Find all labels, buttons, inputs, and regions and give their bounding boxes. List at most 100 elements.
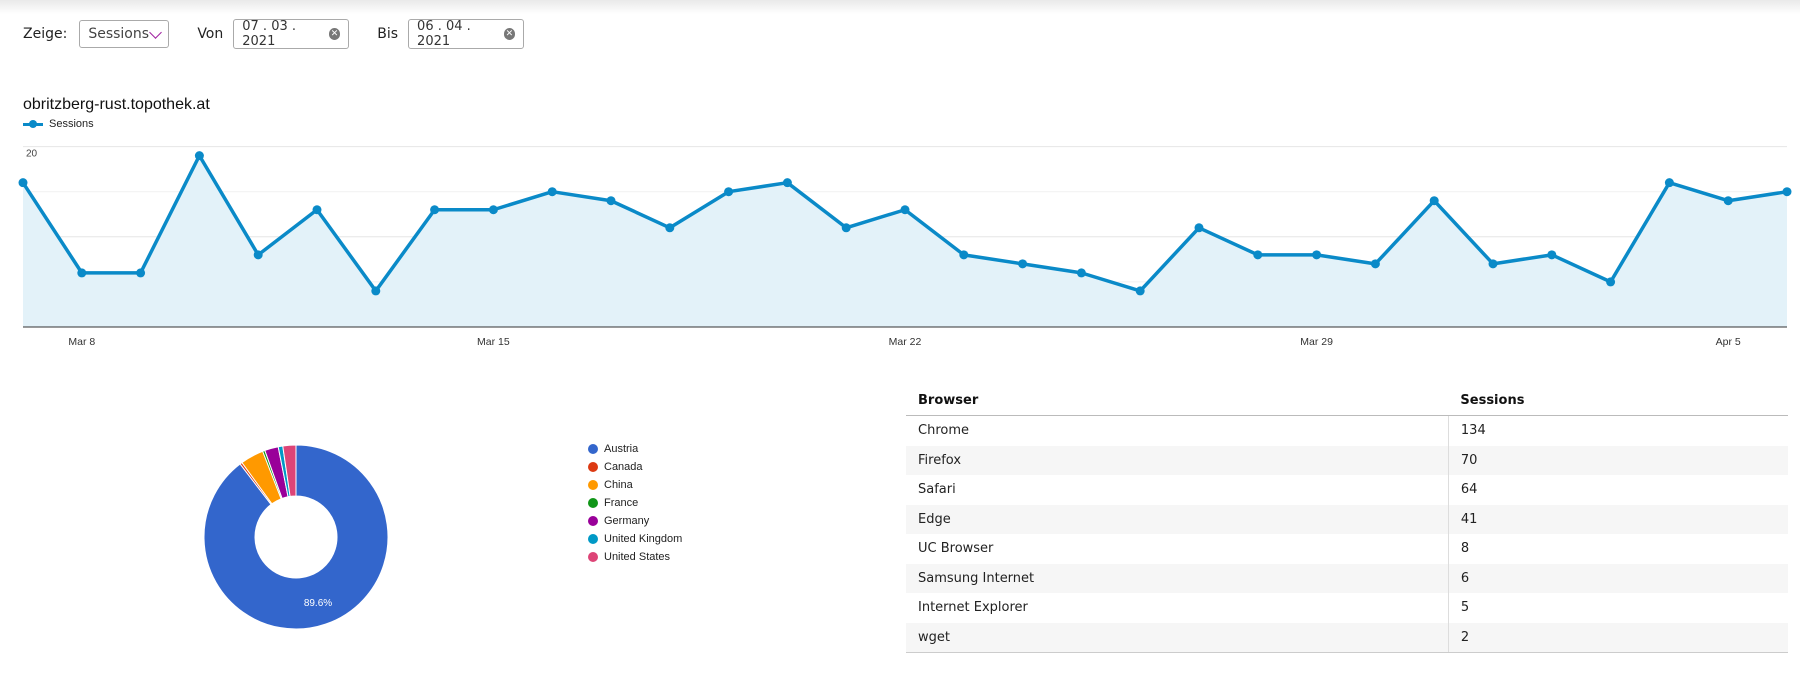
data-point: [371, 286, 381, 296]
pie-slice-label: 89.6%: [304, 598, 332, 609]
data-point: [136, 268, 146, 278]
data-point: [1135, 286, 1145, 296]
data-point: [253, 250, 263, 260]
table-header-row: Browser Sessions: [906, 385, 1788, 416]
legend-dot: [588, 462, 598, 472]
clear-from-date-icon[interactable]: ✕: [328, 28, 341, 40]
clear-to-date-icon[interactable]: ✕: [503, 28, 516, 40]
data-point: [1782, 187, 1792, 197]
filter-bar: Zeige: Sessions Von 07 . 03 . 2021 ✕ Bis…: [23, 19, 525, 49]
data-point: [1076, 268, 1086, 278]
sessions-cell: 134: [1460, 423, 1486, 439]
sessions-area: [23, 155, 1787, 327]
to-date-input[interactable]: 06 . 04 . 2021 ✕: [408, 19, 525, 49]
x-tick-label: Mar 22: [889, 336, 922, 348]
table-row: Edge 41: [906, 504, 1788, 534]
legend-item[interactable]: China: [588, 476, 682, 494]
sessions-cell: 8: [1460, 541, 1470, 557]
legend-dot: [588, 516, 598, 526]
column-header-sessions[interactable]: Sessions: [1448, 385, 1788, 416]
legend-dot: [588, 552, 598, 562]
data-point: [959, 250, 969, 260]
legend-item[interactable]: United States: [588, 548, 682, 566]
table-row: Samsung Internet 6: [906, 563, 1788, 593]
legend-item[interactable]: France: [588, 494, 682, 512]
data-point: [1429, 196, 1439, 206]
legend-label: Canada: [604, 461, 643, 473]
y-tick-label: 20: [26, 149, 38, 160]
data-point: [194, 151, 204, 161]
browser-cell: Chrome: [906, 415, 1449, 446]
show-label: Zeige:: [23, 26, 68, 42]
browser-cell: UC Browser: [906, 534, 1449, 564]
data-point: [18, 178, 28, 188]
data-point: [1723, 196, 1733, 206]
from-date-input[interactable]: 07 . 03 . 2021 ✕: [233, 19, 350, 49]
table-row: Firefox 70: [906, 445, 1788, 475]
legend-item[interactable]: Canada: [588, 458, 682, 476]
legend-dot: [588, 480, 598, 490]
from-label: Von: [197, 26, 224, 42]
data-point: [488, 205, 498, 215]
chart-title: obritzberg-rust.topothek.at: [23, 96, 210, 113]
data-point: [1194, 223, 1204, 233]
x-tick-label: Mar 29: [1300, 336, 1333, 348]
browser-cell: wget: [906, 622, 1449, 653]
table-row: Chrome 134: [906, 415, 1788, 446]
data-point: [900, 205, 910, 215]
data-point: [1547, 250, 1557, 260]
data-point: [430, 205, 440, 215]
legend-dot: [588, 444, 598, 454]
pie-slice: [282, 444, 297, 497]
column-header-browser[interactable]: Browser: [906, 385, 1449, 416]
legend-label: Sessions: [49, 118, 94, 130]
data-point: [1018, 259, 1028, 269]
from-date-value: 07 . 03 . 2021: [242, 19, 296, 49]
browser-cell: Samsung Internet: [906, 563, 1449, 593]
legend-item[interactable]: United Kingdom: [588, 530, 682, 548]
x-tick-label: Mar 8: [68, 336, 95, 348]
table-row: UC Browser 8: [906, 534, 1788, 564]
legend-label: China: [604, 479, 633, 491]
browser-cell: Firefox: [906, 445, 1449, 475]
browser-cell: Internet Explorer: [906, 593, 1449, 623]
data-point: [77, 268, 87, 278]
line-legend[interactable]: Sessions: [23, 118, 94, 130]
top-shadow: [0, 0, 1800, 14]
data-point: [724, 187, 734, 197]
data-point: [841, 223, 851, 233]
legend-label: Austria: [604, 443, 639, 455]
legend-dot: [588, 534, 598, 544]
sessions-cell: 6: [1448, 563, 1788, 593]
metric-select[interactable]: Sessions: [79, 20, 170, 48]
sessions-cell: 2: [1448, 622, 1788, 653]
legend-label: United Kingdom: [604, 533, 683, 545]
to-label: Bis: [377, 26, 399, 42]
table-row: Safari 64: [906, 475, 1788, 505]
data-point: [547, 187, 557, 197]
browser-cell: Edge: [906, 504, 1449, 534]
data-point: [1488, 259, 1498, 269]
metric-select-value: Sessions: [88, 26, 150, 42]
legend-label: Germany: [604, 515, 650, 527]
data-point: [782, 178, 792, 188]
legend-item[interactable]: Austria: [588, 440, 682, 458]
legend-item[interactable]: Germany: [588, 512, 682, 530]
data-point: [1606, 277, 1616, 287]
data-point: [1370, 259, 1380, 269]
data-point: [665, 223, 675, 233]
data-point: [1253, 250, 1263, 260]
sessions-cell: 41: [1448, 504, 1788, 534]
sessions-cell: 64: [1460, 482, 1478, 498]
browser-cell: Safari: [906, 475, 1449, 505]
legend-label: France: [604, 497, 639, 509]
sessions-cell: 5: [1460, 600, 1470, 616]
table-row: Internet Explorer 5: [906, 593, 1788, 623]
country-donut-chart: 89.6%: [203, 444, 389, 630]
x-tick-label: Apr 5: [1716, 336, 1741, 348]
pie-slice: [203, 444, 389, 630]
data-point: [1664, 178, 1674, 188]
legend-dot: [588, 498, 598, 508]
legend-label: United States: [604, 551, 671, 563]
